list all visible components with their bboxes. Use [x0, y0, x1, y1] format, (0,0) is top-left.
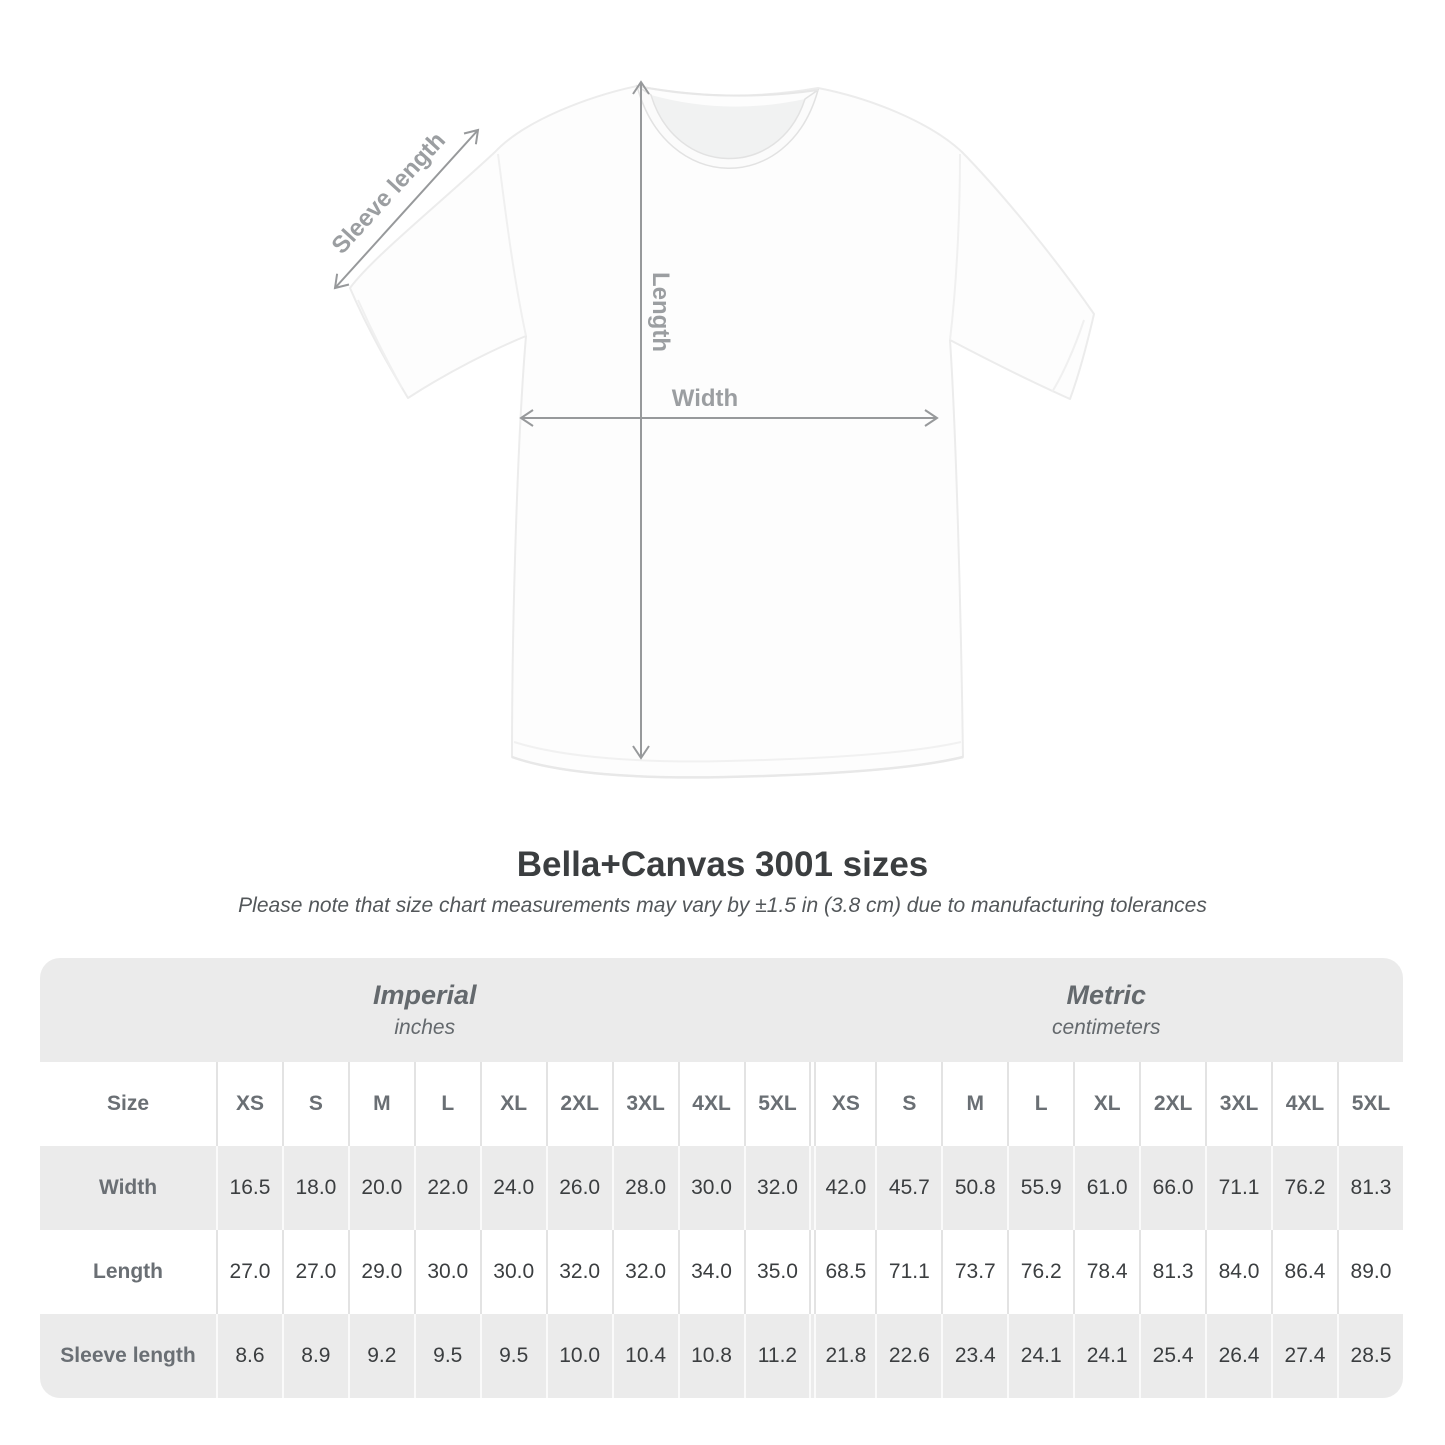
measurement-cell: 42.0 — [809, 1146, 876, 1230]
measurement-cell: 24.0 — [479, 1146, 546, 1230]
size-table: Imperial inches Metric centimeters Size … — [40, 958, 1403, 1398]
tshirt-measurement-diagram: Sleeve length Length Width — [326, 80, 1095, 779]
measurement-cell: 21.8 — [809, 1314, 876, 1398]
measurement-cell: 81.3 — [1336, 1146, 1403, 1230]
measurement-cell: 24.1 — [1007, 1314, 1074, 1398]
size-col-metric-3xl: 3XL — [1205, 1062, 1271, 1146]
measurement-cell: 78.4 — [1073, 1230, 1140, 1314]
neck-opening — [651, 95, 805, 159]
width-label: Width — [672, 385, 738, 412]
size-col-metric-xs: XS — [809, 1062, 876, 1146]
measurement-cell: 55.9 — [1007, 1146, 1074, 1230]
measurement-cell: 27.4 — [1271, 1314, 1337, 1398]
metric-header: Metric centimeters — [809, 958, 1403, 1062]
measurement-cell: 76.2 — [1007, 1230, 1074, 1314]
measurement-cell: 30.0 — [413, 1230, 480, 1314]
measurement-cell: 35.0 — [743, 1230, 810, 1314]
row-label: Sleeve length — [40, 1314, 216, 1398]
measurement-cell: 28.0 — [611, 1146, 678, 1230]
measurement-arrows — [333, 80, 939, 760]
measurement-cell: 9.2 — [347, 1314, 414, 1398]
measurement-cell: 89.0 — [1336, 1230, 1403, 1314]
measurement-cell: 9.5 — [479, 1314, 546, 1398]
measurement-cell: 22.0 — [413, 1146, 480, 1230]
size-col-imperial-3xl: 3XL — [611, 1062, 678, 1146]
size-col-imperial-5xl: 5XL — [743, 1062, 810, 1146]
measurement-cell: 30.0 — [677, 1146, 744, 1230]
size-col-metric-2xl: 2XL — [1139, 1062, 1206, 1146]
size-header-row: Size XS S M L XL 2XL 3XL 4XL 5XL XS S M L XL 2XL 3XL 4XL… — [40, 1062, 1403, 1146]
measurement-cell: 8.6 — [216, 1314, 282, 1398]
measurement-cell: 32.0 — [743, 1146, 810, 1230]
row-label: Width — [40, 1146, 216, 1230]
measurement-cell: 73.7 — [941, 1230, 1008, 1314]
measurement-cell: 68.5 — [809, 1230, 876, 1314]
measurement-row-width: Width 16.5 18.0 20.0 22.0 24.0 26.0 28.0 30.0 32.… — [40, 1146, 1403, 1230]
measurement-cell: 11.2 — [743, 1314, 810, 1398]
measurement-rows: Width 16.5 18.0 20.0 22.0 24.0 26.0 28.0 30.0 32.… — [40, 1146, 1403, 1398]
measurement-cell: 34.0 — [677, 1230, 744, 1314]
measurement-cell: 71.1 — [875, 1230, 942, 1314]
imperial-label: Imperial — [372, 980, 477, 1011]
measurement-cell: 16.5 — [216, 1146, 282, 1230]
measurement-cell: 32.0 — [545, 1230, 612, 1314]
measurement-cell: 10.0 — [545, 1314, 612, 1398]
metric-unit-label: centimeters — [1051, 1016, 1161, 1040]
measurement-cell: 9.5 — [413, 1314, 480, 1398]
tolerance-note: Please note that size chart measurements… — [238, 894, 1207, 917]
measurement-cell: 20.0 — [347, 1146, 414, 1230]
size-col-metric-5xl: 5XL — [1336, 1062, 1403, 1146]
length-label: Length — [647, 272, 674, 352]
measurement-cell: 27.0 — [281, 1230, 348, 1314]
size-col-imperial-4xl: 4XL — [677, 1062, 744, 1146]
measurement-cell: 23.4 — [941, 1314, 1008, 1398]
size-col-imperial-l: L — [413, 1062, 480, 1146]
measurement-cell: 45.7 — [875, 1146, 942, 1230]
measurement-cell: 10.4 — [611, 1314, 678, 1398]
measurement-row-sleeve-length: Sleeve length 8.6 8.9 9.2 9.5 9.5 10.0 10.4 10.8… — [40, 1314, 1403, 1398]
unit-header-row: Imperial inches Metric centimeters — [40, 958, 1403, 1062]
tshirt-graphic — [349, 84, 1095, 779]
measurement-cell: 30.0 — [479, 1230, 546, 1314]
measurement-cell: 25.4 — [1139, 1314, 1206, 1398]
measurement-cell: 84.0 — [1205, 1230, 1271, 1314]
size-col-metric-l: L — [1007, 1062, 1074, 1146]
size-col-imperial-m: M — [347, 1062, 414, 1146]
size-col-metric-m: M — [941, 1062, 1008, 1146]
imperial-unit-label: inches — [394, 1016, 456, 1040]
measurement-cell: 28.5 — [1336, 1314, 1403, 1398]
measurement-cell: 71.1 — [1205, 1146, 1271, 1230]
measurement-cell: 76.2 — [1271, 1146, 1337, 1230]
measurement-cell: 10.8 — [677, 1314, 744, 1398]
imperial-header: Imperial inches — [40, 958, 810, 1062]
measurement-cell: 50.8 — [941, 1146, 1008, 1230]
sleeve-length-arrow — [333, 128, 480, 290]
size-col-imperial-s: S — [281, 1062, 348, 1146]
measurement-row-length: Length 27.0 27.0 29.0 30.0 30.0 32.0 32.0 34.0 35… — [40, 1230, 1403, 1314]
measurement-cell: 61.0 — [1073, 1146, 1140, 1230]
measurement-cell: 26.0 — [545, 1146, 612, 1230]
measurement-cell: 26.4 — [1205, 1314, 1271, 1398]
row-label: Length — [40, 1230, 216, 1314]
size-col-metric-s: S — [875, 1062, 942, 1146]
size-col-imperial-xs: XS — [216, 1062, 282, 1146]
measurement-cell: 18.0 — [281, 1146, 348, 1230]
size-column-label: Size — [40, 1062, 216, 1146]
size-col-metric-xl: XL — [1073, 1062, 1140, 1146]
metric-label: Metric — [1066, 980, 1146, 1011]
measurement-cell: 22.6 — [875, 1314, 942, 1398]
measurement-cell: 24.1 — [1073, 1314, 1140, 1398]
measurement-cell: 27.0 — [216, 1230, 282, 1314]
page-title: Bella+Canvas 3001 sizes — [516, 845, 929, 884]
measurement-cell: 29.0 — [347, 1230, 414, 1314]
measurement-cell: 81.3 — [1139, 1230, 1206, 1314]
size-col-imperial-xl: XL — [479, 1062, 546, 1146]
measurement-cell: 86.4 — [1271, 1230, 1337, 1314]
size-col-metric-4xl: 4XL — [1271, 1062, 1337, 1146]
measurement-cell: 8.9 — [281, 1314, 348, 1398]
measurement-cell: 66.0 — [1139, 1146, 1206, 1230]
size-col-imperial-2xl: 2XL — [545, 1062, 612, 1146]
measurement-cell: 32.0 — [611, 1230, 678, 1314]
